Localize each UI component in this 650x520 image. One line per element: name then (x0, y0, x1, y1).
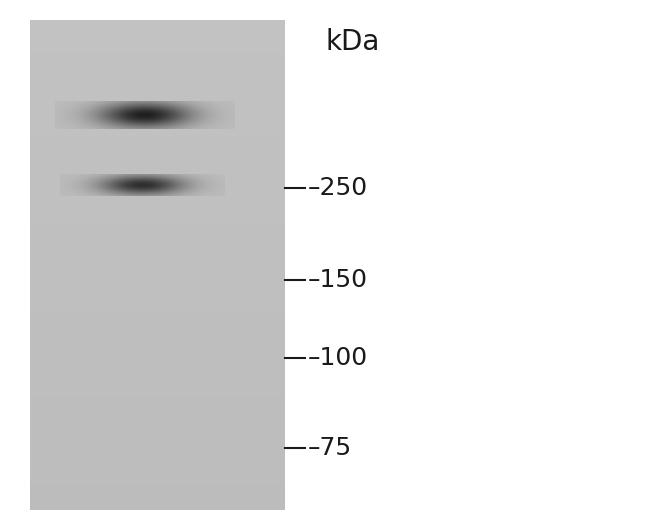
Text: –250: –250 (308, 176, 368, 200)
Text: –150: –150 (308, 268, 368, 292)
Text: kDa: kDa (325, 28, 380, 56)
Text: –100: –100 (308, 346, 368, 370)
Text: –75: –75 (308, 436, 352, 460)
